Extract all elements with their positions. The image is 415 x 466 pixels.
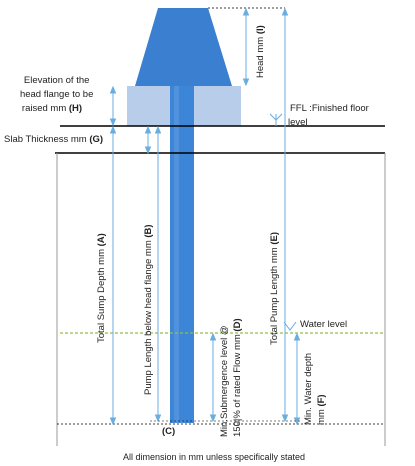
- total-pump-length-label: Total Pump Length mm (E): [269, 232, 280, 345]
- slab-thickness-code: (G): [89, 134, 103, 145]
- pump-head: [135, 8, 232, 86]
- slab-thickness-text: Slab Thickness mm: [4, 134, 89, 145]
- dim-flange-arrow-bottom: [109, 118, 117, 127]
- total-sump-depth-label: Total Sump Depth mm (A): [96, 233, 107, 343]
- flange-elevation-line-2: head flange to be: [20, 89, 93, 100]
- footer-note: All dimension in mm unless specifically …: [123, 452, 305, 462]
- total-pump-length-code: (E): [269, 232, 280, 245]
- pump-column: [170, 86, 194, 423]
- min-water-depth-code: (F): [316, 394, 327, 406]
- dim-pump-below-flange-arrow-top: [154, 125, 162, 134]
- total-pump-length-text: Total Pump Length mm: [269, 245, 280, 345]
- dim-total-sump-arrow-bottom: [109, 417, 117, 426]
- min-submergence-label: Min.Submergence level @ 150|% of rated F…: [219, 318, 243, 437]
- head-label: Head mm (I): [255, 25, 266, 78]
- pump-below-flange-text: Pump Length below head flange mm: [143, 238, 154, 395]
- dim-total-pump-arrow-bottom: [281, 414, 289, 423]
- water-level-marker: [283, 321, 297, 331]
- total-sump-depth-code: (A): [96, 233, 107, 246]
- total-sump-depth-text: Total Sump Depth mm: [96, 246, 107, 343]
- dim-total-sump-arrow-top: [109, 125, 117, 134]
- min-submergence-line-2: 150|% of rated Flow mm: [232, 332, 243, 437]
- min-water-depth-label: Min. Water depth mm (F): [303, 350, 327, 425]
- ffl-label: FFL :Finished floor level: [288, 103, 371, 128]
- dim-min-submergence-arrow-bottom: [209, 414, 217, 423]
- head-label-text: Head mm: [255, 34, 266, 78]
- ffl-label-line-1: FFL :Finished floor: [290, 103, 369, 114]
- clearance-label: (C): [162, 426, 175, 437]
- head-label-code: (I): [255, 25, 266, 34]
- flange-elevation-line-3: raised mm: [22, 103, 69, 114]
- flange-elevation-line-1: Elevation of the: [24, 75, 90, 86]
- dim-min-submergence-arrow-top: [209, 332, 217, 341]
- dim-flange-arrow-top: [109, 85, 117, 94]
- dim-head-arrow-bottom: [242, 78, 250, 87]
- flange-elevation-label: Elevation of the head flange to be raise…: [20, 75, 96, 114]
- pump-below-flange-label: Pump Length below head flange mm (B): [143, 224, 154, 395]
- ffl-label-line-2: level: [288, 117, 308, 128]
- min-submergence-code: (D): [232, 318, 243, 331]
- ffl-marker-tick: [269, 113, 283, 121]
- pump-below-flange-code: (B): [143, 224, 154, 237]
- water-level-label: Water level: [300, 319, 347, 330]
- dim-head-arrow-top: [242, 7, 250, 16]
- min-submergence-line-1: Min.Submergence level @: [219, 325, 230, 437]
- dim-min-water-depth-arrow-top: [293, 332, 301, 341]
- slab-thickness-label: Slab Thickness mm (G): [4, 134, 103, 145]
- min-water-depth-line-2: mm: [316, 407, 327, 425]
- dim-total-pump-arrow-top: [281, 7, 289, 16]
- dim-slab-arrow-bottom: [144, 146, 152, 155]
- flange-elevation-code: (H): [69, 103, 82, 114]
- pump-column-highlight: [174, 86, 179, 423]
- min-water-depth-line-1: Min. Water depth: [303, 353, 314, 425]
- dim-slab-arrow-top: [144, 125, 152, 134]
- dim-pump-below-flange-arrow-bottom: [154, 414, 162, 423]
